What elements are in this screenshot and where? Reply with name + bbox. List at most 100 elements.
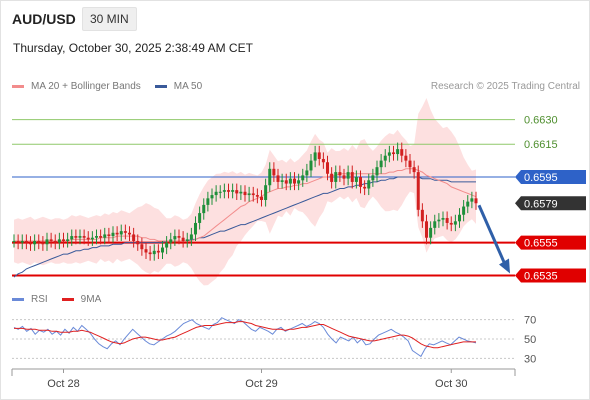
candle (156, 244, 160, 260)
legend-rsi-ma: 9MA (61, 294, 101, 305)
candle (45, 232, 49, 251)
ma50-line (13, 176, 476, 278)
chart-legend: MA 20 + Bollinger Bands MA 50 (12, 81, 216, 92)
candle (16, 234, 20, 250)
candle (49, 232, 53, 248)
candle (404, 149, 408, 168)
candle (425, 214, 428, 245)
candle-body (156, 250, 160, 253)
candle-body (474, 198, 478, 204)
level-tag-0.6595 (515, 170, 586, 185)
candle (301, 168, 305, 187)
candle (53, 234, 57, 250)
legend-rsi-label: RSI (31, 294, 48, 305)
candle-body (37, 240, 41, 243)
candle-body (247, 193, 251, 196)
candle (474, 191, 478, 210)
candle-body (95, 236, 98, 238)
candle (152, 244, 156, 261)
rsi-tick-label: 30 (524, 353, 536, 365)
legend-rsi: RSI (12, 294, 48, 305)
candle-body (449, 222, 453, 225)
candle-body (198, 213, 202, 223)
candle (288, 172, 292, 191)
candle-body (363, 186, 367, 189)
candle-body (305, 170, 309, 176)
candle-body (227, 190, 230, 192)
candle (189, 227, 193, 246)
candle-body (416, 172, 420, 210)
candle (247, 186, 251, 202)
candle (86, 231, 90, 246)
candle (185, 232, 189, 248)
candle (231, 183, 235, 199)
candles-group (12, 142, 478, 261)
candle-body (235, 190, 239, 194)
candle (293, 172, 296, 191)
candle-body (45, 239, 49, 245)
candle-body (359, 177, 362, 187)
candle-body (210, 195, 214, 199)
candle (222, 183, 226, 199)
candle (99, 229, 103, 245)
candle-body (458, 214, 461, 222)
candle (338, 165, 342, 182)
rsi-tick-label: 50 (524, 334, 536, 346)
candle (169, 232, 173, 250)
candle-body (280, 180, 284, 182)
candle (280, 173, 284, 189)
candle-body (161, 247, 164, 253)
x-tick-label: Oct 29 (245, 378, 277, 390)
x-tick-label: Oct 28 (47, 378, 79, 390)
candle-body (231, 190, 235, 192)
candle-body (276, 175, 280, 182)
candle (243, 185, 247, 202)
candle-body (62, 239, 65, 241)
candle (383, 149, 387, 168)
candle-body (293, 178, 296, 184)
candle-body (404, 155, 408, 161)
candle (379, 154, 383, 174)
candle-body (379, 160, 383, 168)
candle-body (346, 172, 350, 179)
candle-body (24, 240, 28, 243)
candle-body (400, 149, 404, 156)
candle-body (354, 177, 358, 182)
candle (350, 165, 354, 189)
candle (214, 185, 218, 202)
candle (144, 242, 148, 260)
candle-body (222, 190, 226, 192)
level-label-0.6579: 0.6579 (524, 198, 558, 210)
candle-body (268, 168, 272, 186)
candle-body (214, 191, 218, 196)
legend-ma20: MA 20 + Bollinger Bands (12, 81, 141, 92)
candle (416, 165, 420, 217)
candle-body (375, 167, 379, 176)
candle (305, 163, 309, 182)
credit-text: Research © 2025 Trading Central (430, 81, 580, 92)
candle-body (338, 172, 342, 176)
candle-body (189, 234, 193, 240)
candle-body (466, 201, 470, 207)
currency-pair-title: AUD/USD (12, 11, 76, 27)
candle (37, 234, 41, 250)
timeframe-button[interactable]: 30 MIN (82, 7, 137, 31)
candle-body (371, 175, 375, 181)
candle (445, 211, 449, 230)
candle (111, 226, 115, 243)
level-tag-0.6555 (515, 235, 586, 250)
candle-body (78, 236, 82, 238)
candle (206, 191, 210, 212)
candle-body (16, 240, 20, 243)
candle-body (313, 152, 317, 161)
candle-body (445, 218, 449, 223)
candle (437, 213, 441, 228)
candle (375, 160, 379, 182)
candle (363, 180, 367, 196)
candle (412, 160, 416, 179)
candle (20, 234, 24, 250)
candle (462, 199, 466, 222)
candle (255, 188, 259, 204)
level-label-0.6595: 0.6595 (524, 172, 558, 184)
